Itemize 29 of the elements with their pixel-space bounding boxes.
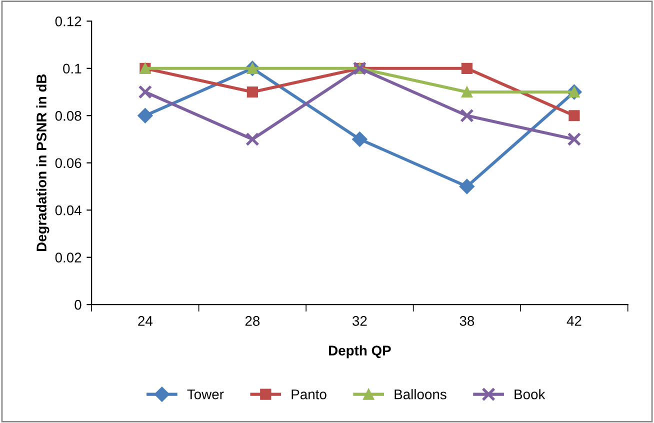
point — [246, 86, 258, 98]
legend-label: Panto — [292, 390, 326, 400]
x-tick-label: 28 — [245, 316, 260, 326]
y-tick-label: 0 — [74, 300, 82, 310]
y-tick-label: 0.06 — [55, 158, 82, 168]
x-tick-label: 24 — [138, 316, 153, 326]
point — [461, 86, 473, 98]
point — [352, 132, 368, 147]
legend-label: Balloons — [394, 389, 446, 400]
y-tick-label: 0.12 — [55, 16, 82, 26]
x-tick-label: 42 — [566, 316, 582, 326]
y-axis-title: Degradation in PSNR in dB — [36, 74, 50, 252]
x-tick-label: 38 — [460, 316, 474, 326]
y-tick-label: 0.08 — [55, 110, 82, 121]
x-tick-label: 32 — [352, 316, 367, 326]
point — [567, 132, 582, 146]
point — [461, 62, 473, 74]
point — [460, 108, 474, 123]
y-tick-label: 0.04 — [55, 205, 82, 216]
point — [138, 85, 152, 99]
point — [246, 132, 260, 146]
y-tick-label: 0.1 — [63, 64, 82, 74]
point — [459, 178, 475, 194]
legend-label: Tower — [187, 390, 224, 400]
y-tick-label: 0.02 — [55, 252, 82, 262]
point — [568, 110, 580, 122]
legend-label: Book — [514, 389, 546, 400]
x-axis-title: Depth QP — [328, 345, 391, 358]
point — [138, 108, 153, 124]
